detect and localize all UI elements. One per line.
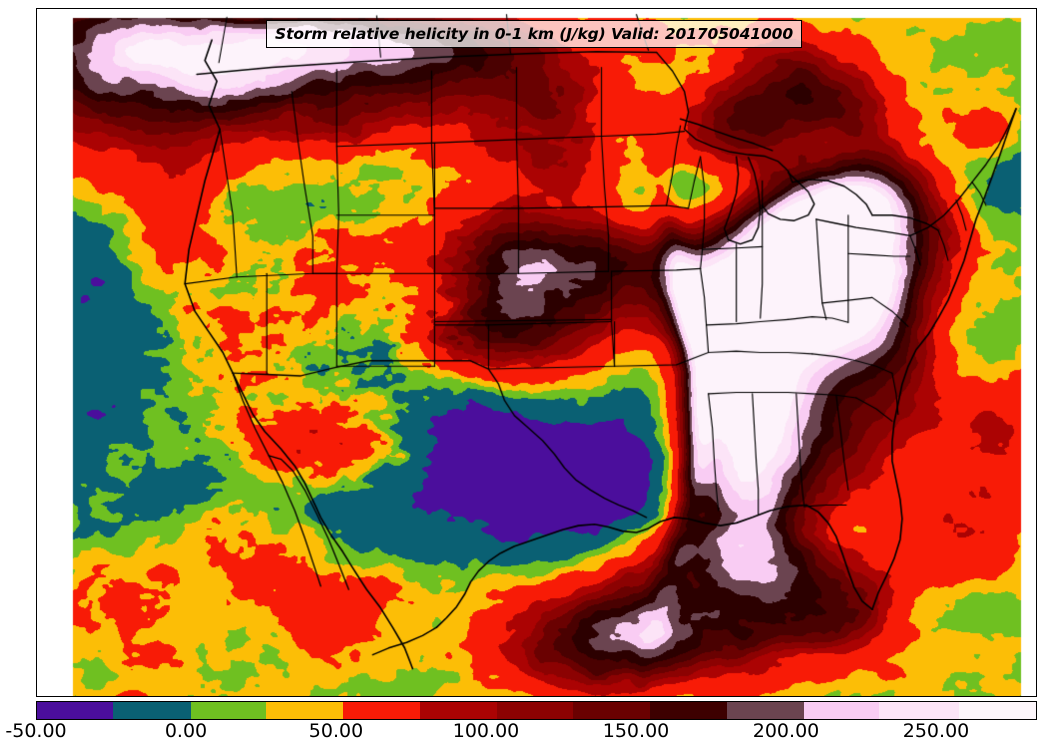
helicity-contour-field xyxy=(37,9,1036,696)
colorbar-band-green xyxy=(190,702,266,719)
colorbar-band-deep-violet xyxy=(37,702,113,719)
colorbar-band-mauve xyxy=(726,702,805,719)
colorbar-tick-label: 250.00 xyxy=(902,720,970,742)
colorbar-tick-label: 200.00 xyxy=(752,720,820,742)
map-title-box: Storm relative helicity in 0-1 km (J/kg)… xyxy=(266,20,803,48)
map-plot-area xyxy=(36,8,1037,697)
colorbar-band-deep-maroon xyxy=(572,702,650,719)
colorbar xyxy=(36,701,1037,720)
colorbar-band-gold xyxy=(265,702,344,719)
colorbar-tick-label: 50.00 xyxy=(308,720,364,742)
colorbar-band-darker-red xyxy=(497,702,573,719)
colorbar-band-light-pink xyxy=(804,702,880,719)
page-title: Storm relative helicity in 0-1 km (J/kg)… xyxy=(275,25,794,43)
colorbar-tick-label: 100.00 xyxy=(452,720,520,742)
colorbar-band-dark-teal xyxy=(112,702,191,719)
colorbar-tick-label: 150.00 xyxy=(602,720,670,742)
colorbar-band-very-dark-maroon xyxy=(649,702,727,719)
colorbar-tick-label: 0.00 xyxy=(164,720,208,742)
colorbar-tick-label: -50.00 xyxy=(5,720,67,742)
colorbar-tick-labels: -50.00 0.00 50.00 100.00 150.00 200.00 250.00 xyxy=(0,722,1044,745)
colorbar-band-pale-pink xyxy=(879,702,960,719)
colorbar-band-near-white-pink xyxy=(959,702,1036,719)
colorbar-band-dark-red xyxy=(420,702,498,719)
colorbar-band-bright-red xyxy=(343,702,421,719)
